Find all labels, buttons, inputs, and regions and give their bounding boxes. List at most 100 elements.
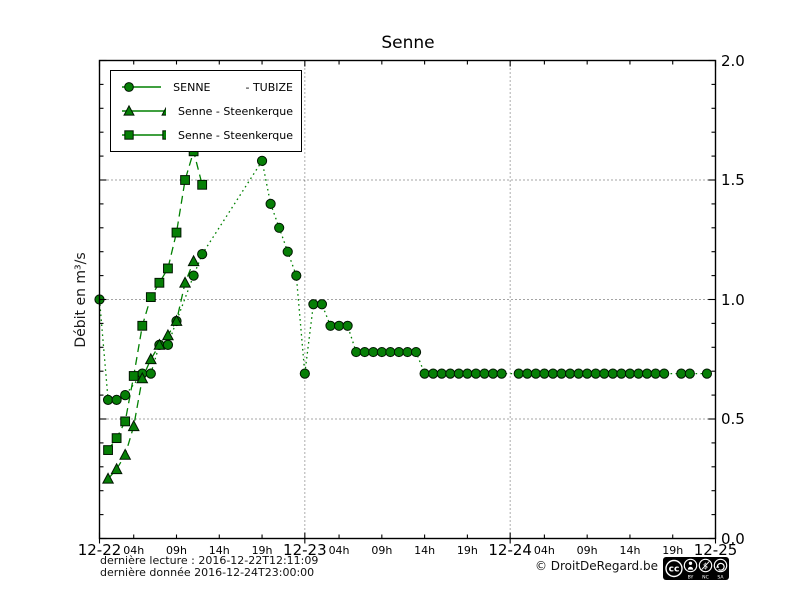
marker-circle [556, 368, 567, 379]
series-line-triangle [107, 261, 195, 480]
marker-circle [487, 368, 499, 379]
marker-square [103, 445, 113, 455]
chart-title: Senne [381, 33, 435, 53]
marker-square [197, 179, 208, 190]
footer-info: dernière lecture : 2016-12-22T12:11:09 d… [100, 555, 318, 579]
marker-circle [590, 368, 601, 379]
marker-circle [650, 368, 661, 379]
marker-triangle [187, 254, 200, 267]
marker-circle [676, 368, 687, 379]
marker-square [162, 130, 166, 140]
x-tick-hour-label: 19h [251, 544, 273, 557]
marker-circle [659, 368, 670, 379]
y-tick-label: 2.0 [721, 51, 745, 70]
marker-circle [624, 368, 636, 379]
marker-circle [120, 390, 131, 401]
marker-triangle [102, 472, 115, 484]
sa-arrow-icon [716, 564, 720, 568]
copyright-text: © DroitDeRegard.be [534, 559, 658, 573]
legend-key-square [122, 130, 166, 140]
x-tick-day-label: 12-22 [77, 541, 122, 559]
marker-circle [111, 394, 122, 405]
marker-circle [496, 368, 507, 379]
marker-circle [368, 346, 379, 358]
marker-circle [124, 82, 134, 92]
x-tick-hour-label: 14h [414, 544, 436, 557]
x-tick-hour-label: 09h [576, 544, 598, 557]
marker-triangle [110, 462, 123, 475]
marker-triangle [170, 314, 183, 326]
marker-circle [633, 368, 644, 379]
marker-circle [265, 198, 276, 209]
marker-circle [607, 368, 618, 379]
y-tick-label: 1.0 [721, 290, 745, 309]
sa-arrow-icon [716, 562, 725, 571]
last-data-text: dernière donnée 2016-12-24T23:00:00 [100, 566, 315, 579]
x-tick-hour-label: 09h [371, 544, 393, 557]
marker-circle [453, 368, 464, 379]
marker-circle [359, 346, 370, 358]
marker-square [145, 292, 156, 303]
marker-square [163, 263, 173, 274]
marker-circle [299, 368, 310, 379]
marker-circle [316, 299, 328, 310]
marker-circle [282, 246, 293, 257]
legend-entry: SENNE - TUBIZE [119, 76, 293, 98]
marker-circle [599, 368, 610, 379]
license-icon-circle [713, 558, 728, 573]
marker-circle [479, 368, 490, 379]
marker-circle [162, 339, 174, 351]
series-line-circle [98, 159, 707, 401]
y-tick-label: 1.5 [721, 171, 745, 189]
marker-circle [428, 368, 439, 379]
marker-triangle [136, 371, 149, 384]
marker-circle [641, 368, 653, 379]
legend-label: SENNE - TUBIZE [173, 80, 293, 94]
x-tick-hour-label: 09h [166, 544, 187, 557]
marker-circle [325, 320, 336, 331]
marker-triangle [179, 276, 192, 288]
marker-circle [342, 320, 353, 331]
legend-label: Senne - Steenkerque [177, 128, 293, 142]
marker-triangle [127, 419, 140, 432]
marker-triangle [161, 328, 174, 341]
marker-circle [445, 368, 456, 379]
last-reading-text: dernière lecture : 2016-12-22T12:11:09 [100, 554, 319, 567]
marker-circle [256, 155, 268, 166]
marker-circle [462, 368, 473, 379]
marker-circle [274, 222, 285, 233]
marker-circle [573, 368, 584, 379]
marker-circle [470, 368, 482, 379]
marker-square [120, 416, 131, 427]
marker-circle [701, 368, 713, 379]
marker-circle [188, 270, 199, 281]
cc-logo-circle [665, 559, 683, 578]
legend-entry: Senne - Steenkerque [119, 100, 293, 122]
by-person-icon [688, 561, 693, 565]
marker-circle [291, 270, 302, 281]
marker-circle [616, 368, 627, 379]
x-tick-hour-label: 04h [123, 544, 145, 557]
x-tick-day-label: 12-23 [283, 541, 327, 559]
x-tick-day-label: 12-24 [488, 541, 532, 559]
marker-circle [530, 368, 541, 379]
marker-circle [564, 368, 576, 379]
marker-triangle [153, 338, 166, 350]
marker-circle [102, 394, 114, 405]
marker-circle [419, 368, 430, 379]
marker-circle [539, 368, 550, 379]
marker-square [128, 371, 139, 381]
marker-square [180, 175, 190, 185]
x-tick-day-label: 12-25 [693, 541, 738, 559]
nc-slash-icon [701, 561, 710, 570]
x-tick-hour-label: 14h [619, 544, 641, 557]
y-tick-label: 0.5 [721, 410, 745, 428]
marker-circle [145, 368, 156, 379]
marker-circle [684, 368, 695, 379]
marker-circle [522, 368, 533, 379]
marker-circle [582, 368, 593, 379]
marker-circle [513, 368, 524, 379]
x-tick-hour-label: 19h [662, 544, 684, 557]
